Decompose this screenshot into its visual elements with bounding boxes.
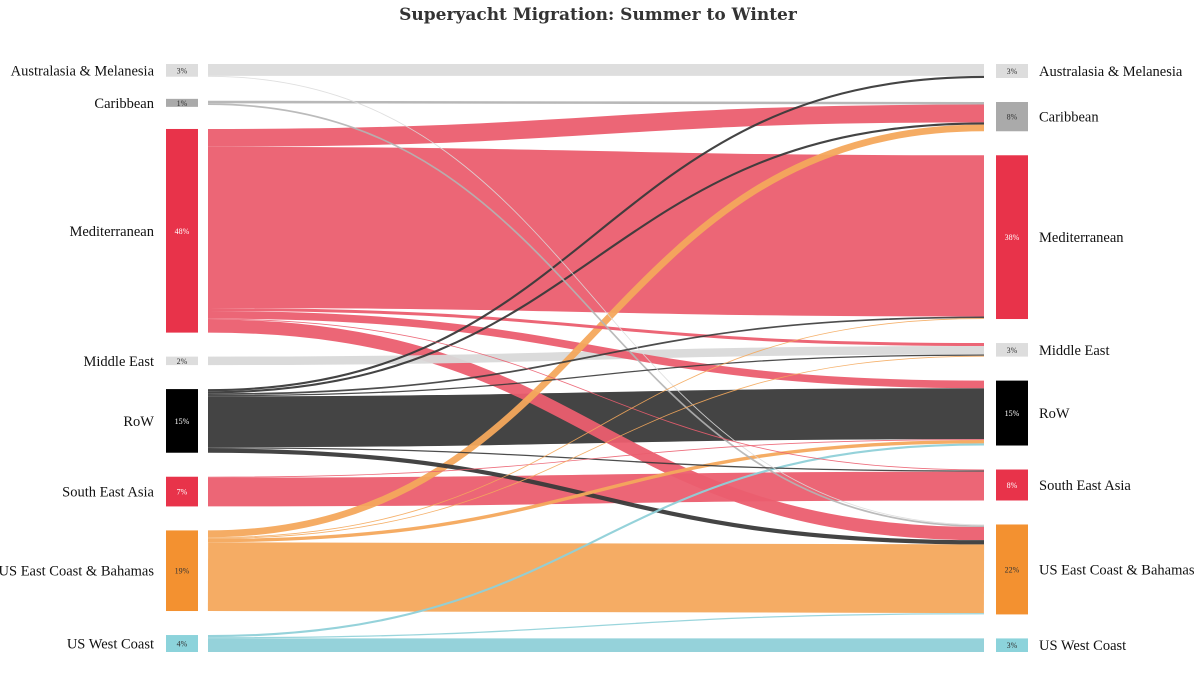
right-region-label: South East Asia (1039, 478, 1131, 494)
left-node-caribbean (166, 98, 198, 107)
flow-mediterranean-to-caribbean (207, 104, 985, 147)
right-share-label: 38% (1005, 233, 1020, 242)
flow-us-east-coast-and-bahamas-to-mediterranean (207, 318, 985, 539)
right-region-label: US East Coast & Bahamas (1039, 562, 1195, 578)
right-node-australasia-and-melanesia (996, 64, 1028, 78)
right-share-label: 3% (1007, 67, 1018, 76)
right-share-label: 3% (1007, 346, 1018, 355)
flow-caribbean-to-us-east-coast-and-bahamas (207, 103, 985, 528)
flow-mediterranean-to-us-east-coast-and-bahamas (207, 319, 985, 541)
region-labels: 3% Australasia & Melanesia 1% Caribbean 48% M… (0, 63, 1195, 654)
left-region-label: Middle East (84, 354, 154, 370)
flow-mediterranean-to-mediterranean (207, 146, 985, 317)
flow-australasia-and-melanesia-to-us-east-coast-and-bahamas (207, 75, 985, 526)
left-region-label: Australasia & Melanesia (11, 63, 155, 79)
right-share-label: 3% (1007, 641, 1018, 650)
right-region-label: RoW (1039, 406, 1070, 422)
flow-row-to-us-east-coast-and-bahamas (207, 448, 985, 545)
flow-links (207, 63, 985, 653)
flow-south-east-asia-to-row (207, 439, 985, 478)
left-share-label: 19% (175, 567, 190, 576)
right-share-label: 8% (1007, 113, 1018, 122)
right-share-label: 22% (1005, 565, 1020, 574)
right-region-label: Mediterranean (1039, 230, 1124, 246)
left-share-label: 2% (177, 357, 188, 366)
left-region-label: South East Asia (62, 485, 154, 501)
chart-title: Superyacht Migration: Summer to Winter (399, 5, 798, 25)
flow-row-to-row (207, 388, 985, 448)
flow-row-to-caribbean (207, 122, 985, 394)
left-share-label: 4% (177, 640, 188, 649)
left-node-mediterranean (166, 128, 198, 333)
right-node-middle-east (996, 343, 1028, 357)
flow-mediterranean-to-south-east-asia (207, 318, 985, 471)
region-nodes (166, 64, 1028, 652)
left-region-label: RoW (123, 414, 154, 430)
flow-us-west-coast-to-row (207, 443, 985, 638)
flow-row-to-middle-east (207, 354, 985, 397)
left-node-south-east-asia (166, 476, 198, 507)
flow-row-to-mediterranean (207, 316, 985, 396)
flow-caribbean-to-caribbean (207, 100, 985, 105)
left-node-australasia-and-melanesia (166, 64, 198, 77)
right-region-label: Middle East (1039, 343, 1109, 359)
left-node-us-east-coast-and-bahamas (166, 530, 198, 612)
left-region-label: Mediterranean (69, 224, 154, 240)
right-node-us-east-coast-and-bahamas (996, 524, 1028, 615)
right-share-label: 15% (1005, 409, 1020, 418)
right-node-mediterranean (996, 155, 1028, 320)
flow-mediterranean-to-row (207, 310, 985, 389)
right-region-label: US West Coast (1039, 638, 1126, 654)
left-region-label: US East Coast & Bahamas (0, 564, 154, 580)
right-node-south-east-asia (996, 469, 1028, 501)
flow-row-to-south-east-asia (207, 447, 985, 472)
left-share-label: 7% (177, 488, 188, 497)
left-region-label: US West Coast (67, 637, 154, 653)
right-node-caribbean (996, 102, 1028, 132)
flow-us-east-coast-and-bahamas-to-us-east-coast-and-bahamas (207, 542, 985, 614)
flow-us-east-coast-and-bahamas-to-row (207, 440, 985, 543)
right-share-label: 8% (1007, 481, 1018, 490)
left-share-label: 3% (177, 66, 188, 75)
left-node-row (166, 389, 198, 453)
left-share-label: 15% (175, 417, 190, 426)
flow-mediterranean-to-middle-east (207, 308, 985, 346)
left-node-middle-east (166, 356, 198, 366)
right-region-label: Australasia & Melanesia (1039, 64, 1183, 80)
right-region-label: Caribbean (1039, 110, 1099, 126)
right-node-row (996, 380, 1028, 446)
flow-us-west-coast-to-us-east-coast-and-bahamas (207, 613, 985, 639)
left-node-us-west-coast (166, 635, 198, 652)
left-region-label: Caribbean (94, 96, 154, 112)
left-share-label: 48% (175, 227, 190, 236)
flow-row-to-australasia-and-melanesia (207, 75, 985, 392)
flow-south-east-asia-to-south-east-asia (207, 471, 985, 507)
left-share-label: 1% (177, 99, 188, 108)
flow-us-east-coast-and-bahamas-to-caribbean (207, 124, 985, 538)
flow-us-east-coast-and-bahamas-to-middle-east (207, 355, 985, 539)
right-node-us-west-coast (996, 638, 1028, 652)
